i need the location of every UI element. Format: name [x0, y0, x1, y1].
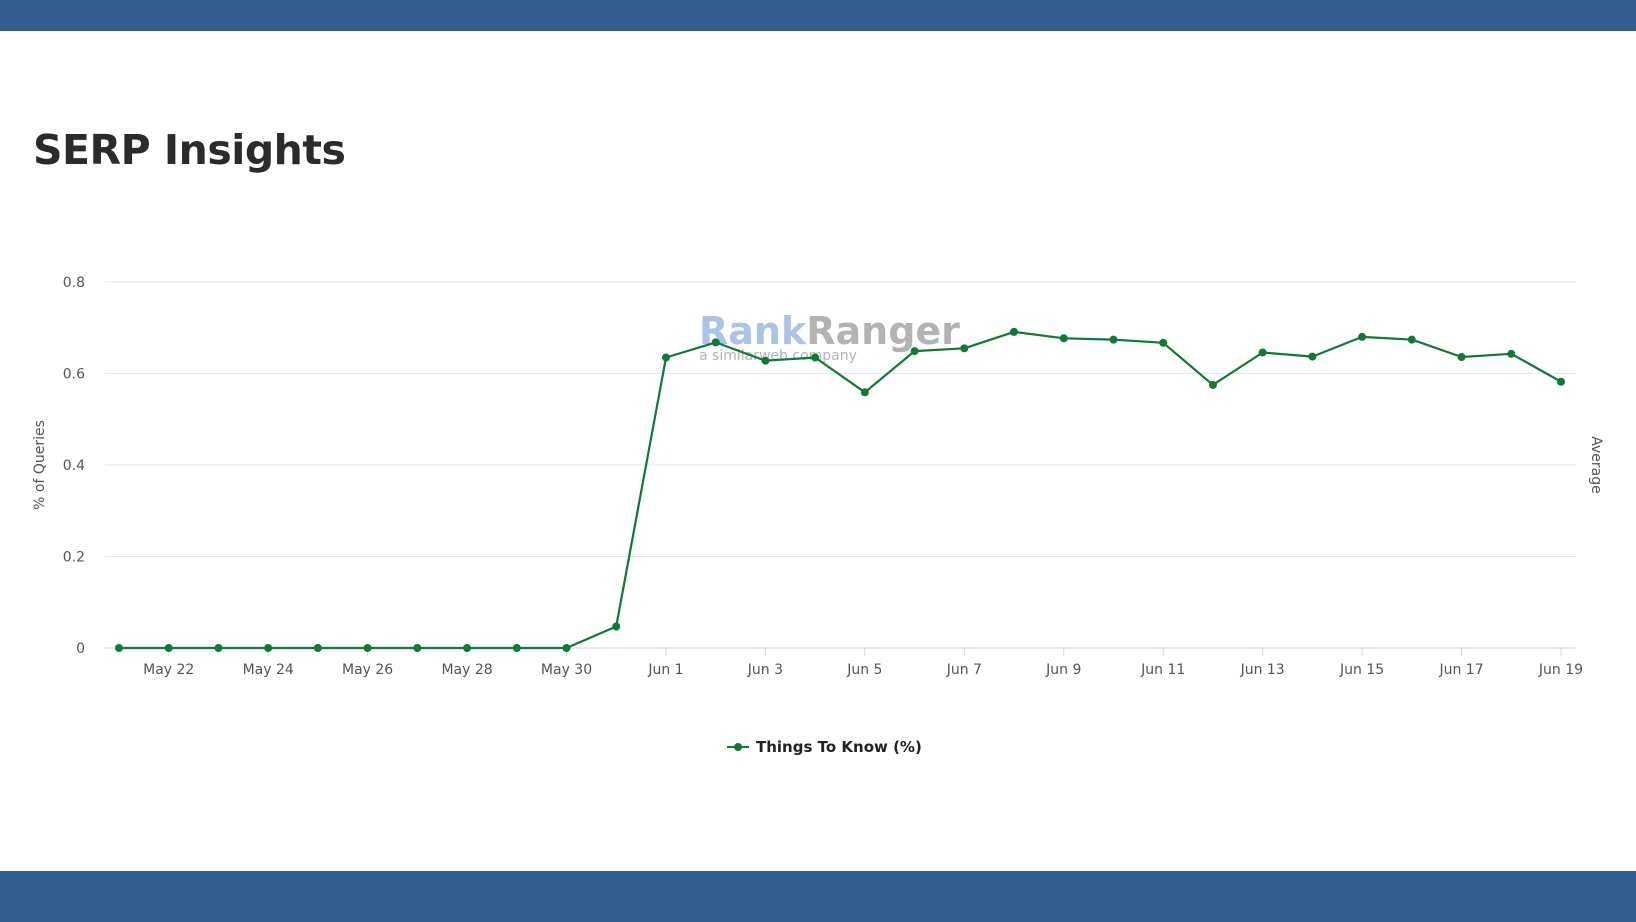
data-point[interactable]	[264, 644, 273, 652]
data-point[interactable]	[960, 344, 969, 353]
series-group	[115, 327, 1565, 652]
data-point[interactable]	[811, 353, 820, 362]
x-tick-label: May 24	[243, 662, 294, 678]
data-point[interactable]	[860, 388, 869, 397]
data-point[interactable]	[512, 644, 521, 652]
x-tick-label: May 28	[441, 662, 492, 678]
watermark: RankRanger a similarweb company	[699, 309, 960, 364]
y-tick-label: 0.6	[63, 367, 85, 383]
legend[interactable]: Things To Know (%)	[727, 738, 922, 756]
data-point[interactable]	[413, 644, 422, 652]
y-tick-label: 0	[76, 641, 85, 657]
data-point[interactable]	[761, 356, 770, 365]
data-point[interactable]	[313, 644, 322, 652]
y-tick-label: 0.8	[63, 275, 85, 291]
watermark-brand-rank: Rank	[699, 309, 807, 353]
data-point[interactable]	[910, 347, 919, 356]
series-line	[119, 330, 1562, 650]
bottom-banner	[0, 871, 1636, 922]
data-point[interactable]	[164, 644, 173, 652]
data-point[interactable]	[1059, 334, 1068, 343]
page-title: SERP Insights	[33, 126, 346, 174]
x-tick-label: Jun 9	[1045, 662, 1081, 678]
data-point[interactable]	[1507, 349, 1516, 358]
top-banner	[0, 0, 1636, 31]
x-tick-label: Jun 1	[647, 662, 683, 678]
y-axis-title: % of Queries	[32, 420, 48, 510]
data-point[interactable]	[214, 644, 223, 652]
y-axis-title-right: Average	[1588, 436, 1604, 494]
data-point[interactable]	[711, 338, 720, 347]
data-point[interactable]	[1358, 332, 1367, 341]
data-point[interactable]	[1010, 327, 1019, 336]
data-point[interactable]	[1208, 380, 1217, 389]
x-tick-label: Jun 11	[1140, 662, 1185, 678]
x-tick-label: Jun 7	[946, 662, 982, 678]
x-tick-label: Jun 3	[747, 662, 783, 678]
data-point[interactable]	[661, 353, 670, 362]
data-point[interactable]	[115, 644, 123, 652]
data-point[interactable]	[1457, 353, 1466, 362]
data-point[interactable]	[463, 644, 472, 652]
watermark-tagline: a similarweb company	[699, 348, 857, 364]
legend-label[interactable]: Things To Know (%)	[756, 738, 922, 756]
x-tick-label: May 22	[143, 662, 194, 678]
x-axis-ticks: May 22 May 24 May 26 May 28 May 30 Jun 1 Jun 3…	[143, 648, 1583, 678]
data-point[interactable]	[363, 644, 372, 652]
data-point[interactable]	[562, 644, 571, 652]
y-tick-label: 0.4	[63, 458, 85, 474]
svg-text:RankRanger: RankRanger	[699, 309, 960, 353]
data-point[interactable]	[1557, 377, 1565, 386]
data-point[interactable]	[1407, 335, 1416, 344]
data-point[interactable]	[1258, 348, 1267, 357]
data-point[interactable]	[1109, 335, 1118, 344]
x-tick-label: Jun 5	[846, 662, 882, 678]
x-tick-label: Jun 19	[1538, 662, 1583, 678]
data-point[interactable]	[612, 622, 621, 631]
x-tick-label: Jun 17	[1438, 662, 1483, 678]
x-tick-label: Jun 13	[1240, 662, 1285, 678]
y-tick-label: 0.2	[63, 550, 85, 566]
x-tick-label: May 30	[541, 662, 592, 678]
data-point[interactable]	[1159, 338, 1168, 347]
legend-marker	[734, 743, 742, 751]
watermark-brand-ranger: Ranger	[806, 309, 960, 353]
x-tick-label: May 26	[342, 662, 393, 678]
x-tick-label: Jun 15	[1339, 662, 1384, 678]
y-axis-ticks: 0 0.2 0.4 0.6 0.8	[63, 275, 85, 657]
data-point[interactable]	[1308, 352, 1317, 361]
